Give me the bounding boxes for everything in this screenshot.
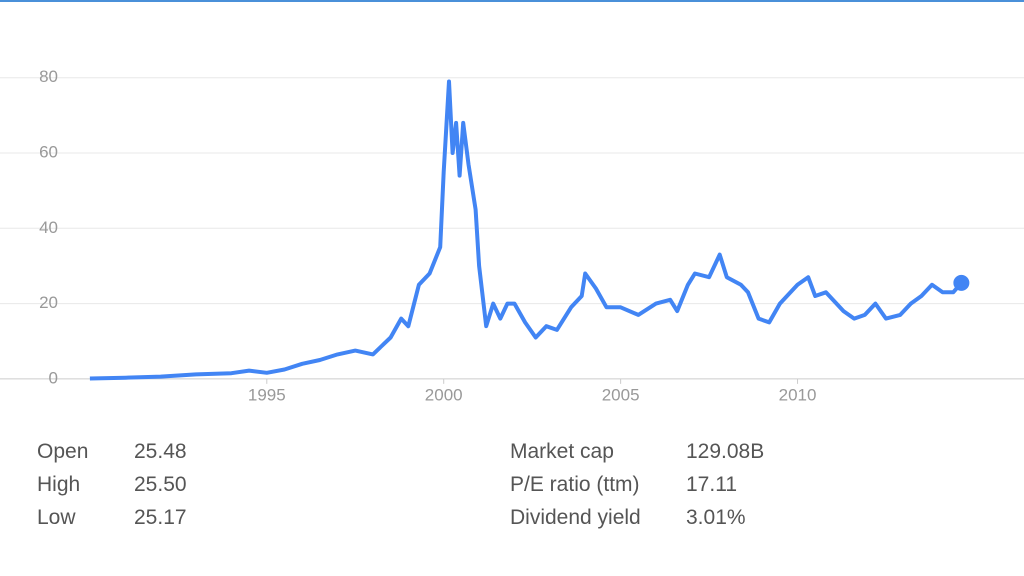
y-tick-label: 60 <box>39 142 58 161</box>
stat-label: High <box>37 473 81 496</box>
top-border <box>0 0 1024 2</box>
chart: 0 20 40 60 80 1995 2000 2005 2010 <box>0 67 1024 404</box>
y-tick-label: 0 <box>49 368 58 387</box>
stat-label: Market cap <box>510 440 614 463</box>
stat-value: 25.48 <box>134 440 187 463</box>
stat-value: 17.11 <box>686 473 737 496</box>
stat-value: 25.50 <box>134 473 187 496</box>
stat-label: Low <box>37 506 76 529</box>
y-tick-label: 40 <box>39 218 58 237</box>
y-tick-label: 20 <box>39 293 58 312</box>
x-tick-label: 1995 <box>248 385 286 404</box>
y-tick-label: 80 <box>39 67 58 86</box>
stat-value: 3.01% <box>686 506 746 529</box>
last-point <box>953 274 970 291</box>
stat-label: P/E ratio (ttm) <box>510 473 640 496</box>
stat-label: Open <box>37 440 89 463</box>
x-tick-label: 2010 <box>779 385 817 404</box>
stat-value: 25.17 <box>134 506 187 529</box>
price-line <box>89 79 963 381</box>
x-tick-label: 2005 <box>602 385 640 404</box>
x-tick-label: 2000 <box>425 385 463 404</box>
stat-label: Dividend yield <box>510 506 641 529</box>
stat-value: 129.08B <box>686 440 765 463</box>
